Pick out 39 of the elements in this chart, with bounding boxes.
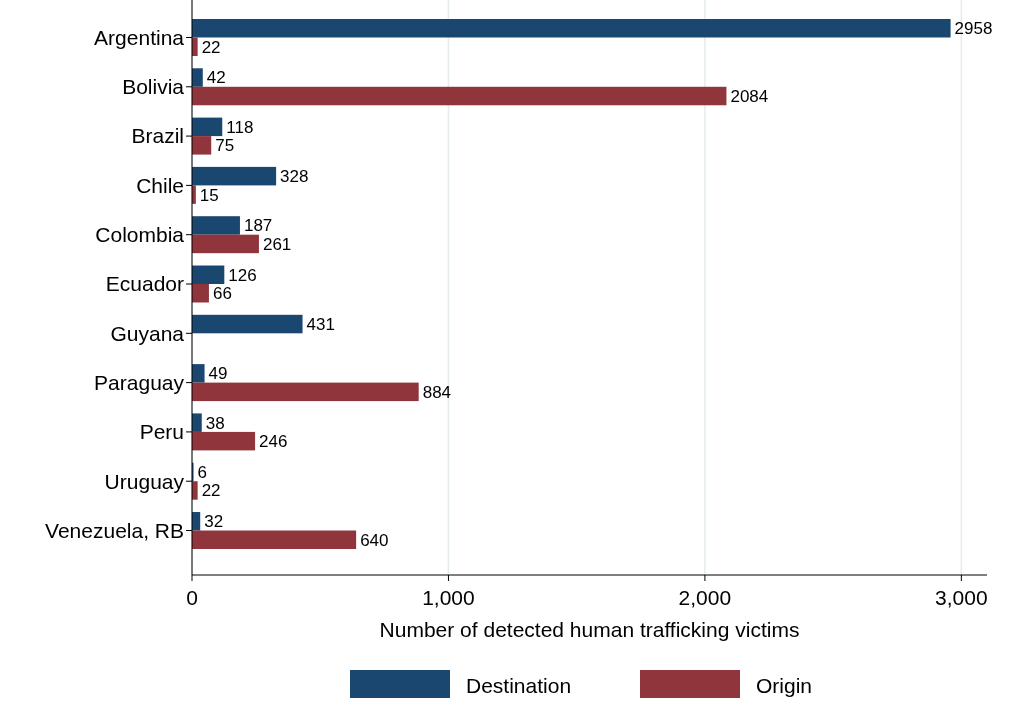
- y-tick-label: Uruguay: [104, 469, 185, 493]
- data-label: 6: [197, 462, 208, 482]
- data-label: 2958: [954, 19, 993, 39]
- y-tick-label: Venezuela, RB: [45, 518, 184, 542]
- x-tick-label: 1,000: [422, 586, 475, 609]
- data-label: 431: [306, 315, 335, 335]
- x-tick-label: 3,000: [935, 586, 988, 609]
- legend-label: Origin: [756, 674, 813, 698]
- data-label: 49: [208, 364, 228, 384]
- data-label: 261: [262, 234, 292, 254]
- y-tick-label: Bolivia: [122, 75, 185, 99]
- data-label: 42: [206, 68, 226, 88]
- legend-label: Destination: [466, 674, 572, 698]
- data-label: 22: [201, 37, 221, 57]
- y-tick-label: Colombia: [95, 223, 185, 247]
- x-tick-label: 0: [186, 586, 198, 609]
- y-tick-label: Paraguay: [94, 370, 185, 394]
- y-tick-label: Guyana: [110, 321, 185, 345]
- x-tick-label: 2,000: [678, 586, 732, 609]
- data-label: 38: [205, 413, 225, 433]
- data-label: 640: [360, 530, 389, 550]
- data-label: 66: [212, 284, 232, 304]
- data-label: 328: [280, 167, 309, 187]
- data-label: 75: [215, 136, 235, 156]
- data-label: 126: [228, 265, 257, 285]
- data-label: 246: [259, 432, 288, 452]
- y-tick-label: Argentina: [94, 25, 185, 49]
- x-axis-title: Number of detected human trafficking victims: [379, 618, 800, 641]
- y-tick-label: Brazil: [131, 124, 184, 148]
- data-label: 22: [201, 481, 221, 501]
- y-tick-label: Peru: [139, 420, 184, 444]
- data-label: 118: [226, 117, 254, 137]
- y-tick-label: Chile: [136, 173, 184, 197]
- data-label: 15: [199, 185, 219, 205]
- data-label: 32: [204, 512, 224, 532]
- data-label: 884: [422, 382, 452, 402]
- data-label: 2084: [730, 86, 769, 106]
- y-tick-label: Ecuador: [105, 272, 184, 296]
- data-label: 187: [243, 216, 273, 236]
